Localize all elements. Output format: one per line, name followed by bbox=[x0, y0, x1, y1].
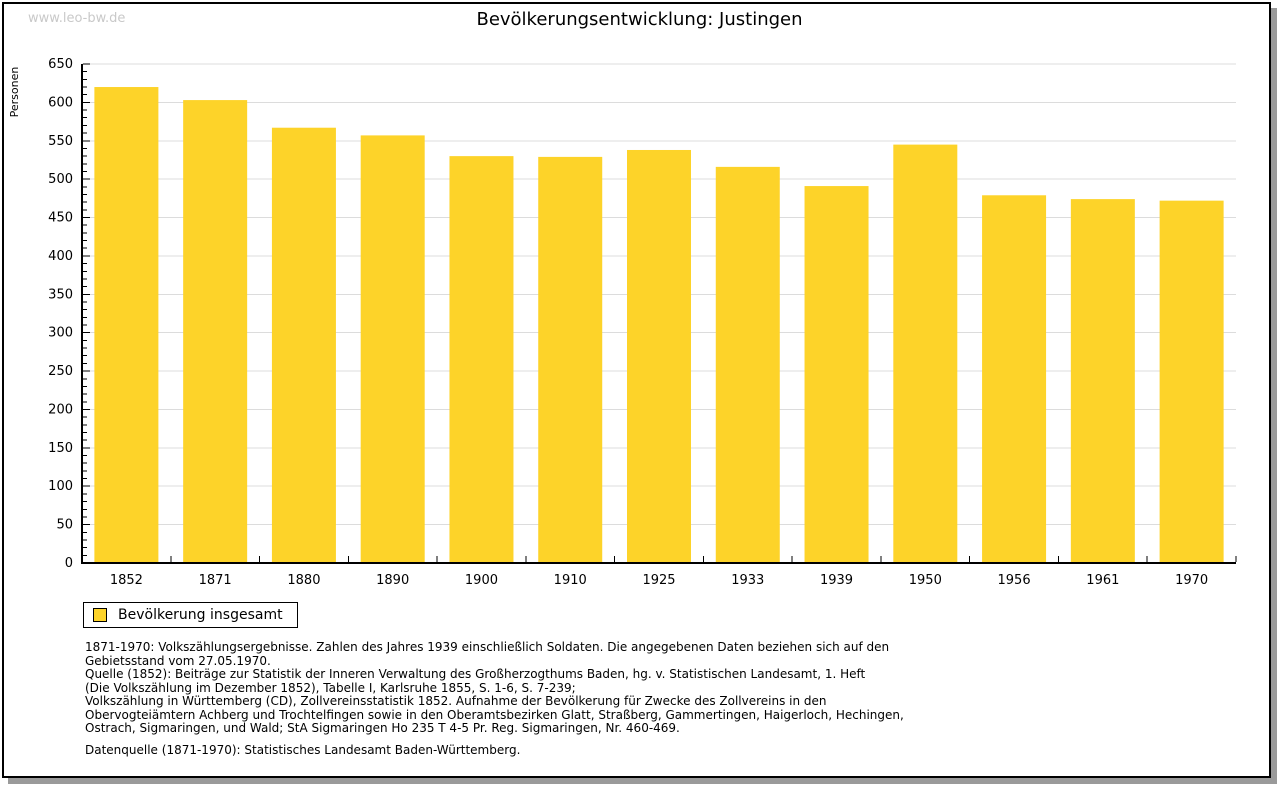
y-axis-label: 100 bbox=[48, 479, 73, 494]
footnote-line: Quelle (1852): Beiträge zur Statistik de… bbox=[85, 667, 866, 681]
x-axis-label: 1950 bbox=[909, 573, 942, 588]
x-axis-label: 1900 bbox=[465, 573, 498, 588]
x-axis-label: 1890 bbox=[376, 573, 409, 588]
bar-1933 bbox=[715, 166, 780, 563]
axes bbox=[81, 64, 1236, 564]
y-axis-label: 550 bbox=[48, 134, 73, 149]
bar-1956 bbox=[982, 195, 1047, 563]
y-axis-label: 250 bbox=[48, 364, 73, 379]
legend: Bevölkerung insgesamt bbox=[83, 602, 298, 628]
bar-1900 bbox=[449, 156, 514, 563]
page-frame: www.leo-bw.de Bevölkerungsentwicklung: J… bbox=[2, 2, 1271, 778]
x-axis-label: 1961 bbox=[1086, 573, 1119, 588]
footnote-line: 1871-1970: Volkszählungsergebnisse. Zahl… bbox=[85, 640, 890, 654]
footnote-line: Gebietsstand vom 27.05.1970. bbox=[85, 653, 271, 668]
footnote-block: 1871-1970: Volkszählungsergebnisse. Zahl… bbox=[85, 640, 904, 736]
watermark: www.leo-bw.de bbox=[28, 11, 126, 26]
y-axis-label: 500 bbox=[48, 172, 73, 187]
datasource-line: Datenquelle (1871-1970): Statistisches L… bbox=[85, 743, 521, 757]
y-axis-label: 300 bbox=[48, 326, 73, 341]
bar-1852 bbox=[94, 87, 159, 564]
y-axis-label: 350 bbox=[48, 287, 73, 302]
footnote-line: Ostrach, Sigmaringen, und Wald; StA Sigm… bbox=[85, 721, 680, 735]
bars bbox=[94, 87, 1224, 564]
y-axis-label: 0 bbox=[65, 556, 73, 571]
chart-title: Bevölkerungsentwicklung: Justingen bbox=[476, 9, 803, 30]
bar-1880 bbox=[271, 127, 336, 564]
bar-1939 bbox=[804, 186, 869, 563]
bar-1961 bbox=[1070, 199, 1135, 564]
x-axis-labels: 1852 1871 1880 1890 1900 1910 1925 1933 1939 1950… bbox=[110, 573, 1208, 588]
footnote-line: (Die Volkszählung im Dezember 1852), Tab… bbox=[85, 680, 576, 695]
x-axis-label: 1970 bbox=[1175, 573, 1208, 588]
x-axis-label: 1852 bbox=[110, 573, 143, 588]
y-axis-labels: 0 50 100 150 200 250 300 350 400 450 500 550 600 650 bbox=[48, 57, 73, 571]
bar-1970 bbox=[1159, 200, 1224, 563]
x-axis-label: 1925 bbox=[642, 573, 675, 588]
y-axis-title: Personen bbox=[8, 67, 21, 118]
y-axis-label: 400 bbox=[48, 249, 73, 264]
footnote-line: Volkszählung in Württemberg (CD), Zollve… bbox=[85, 694, 827, 708]
x-axis-label: 1910 bbox=[554, 573, 587, 588]
bar-1910 bbox=[538, 156, 603, 563]
y-axis-label: 650 bbox=[48, 57, 73, 72]
x-axis-label: 1871 bbox=[199, 573, 232, 588]
bar-1890 bbox=[360, 135, 425, 563]
legend-label: Bevölkerung insgesamt bbox=[118, 607, 283, 623]
x-axis-label: 1880 bbox=[287, 573, 320, 588]
x-axis-ticks bbox=[170, 556, 1237, 562]
y-axis-ticks bbox=[83, 63, 90, 564]
x-axis-label: 1933 bbox=[731, 573, 764, 588]
y-axis-label: 450 bbox=[48, 211, 73, 226]
legend-swatch-icon bbox=[93, 608, 107, 622]
bar-1925 bbox=[627, 149, 691, 563]
bar-chart-svg: 0 50 100 150 200 250 300 350 400 450 500 550 600 650 1… bbox=[8, 57, 1237, 588]
y-axis-label: 50 bbox=[56, 518, 73, 533]
x-axis-label: 1939 bbox=[820, 573, 853, 588]
footnote-line: Obervogteiämtern Achberg und Trochtelfin… bbox=[85, 707, 904, 722]
bar-1871 bbox=[183, 100, 248, 563]
y-axis-label: 600 bbox=[48, 95, 73, 110]
x-axis-label: 1956 bbox=[998, 573, 1031, 588]
y-axis-label: 200 bbox=[48, 402, 73, 417]
y-axis-label: 150 bbox=[48, 441, 73, 456]
bar-1950 bbox=[893, 144, 958, 563]
bar-chart: 0 50 100 150 200 250 300 350 400 450 500 550 600 650 1… bbox=[4, 56, 1275, 601]
